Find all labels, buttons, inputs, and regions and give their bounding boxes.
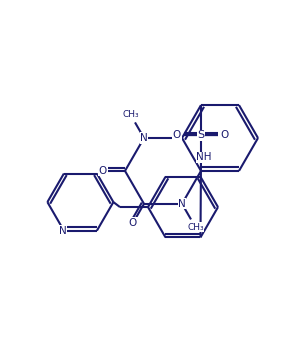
Text: O: O [129,218,137,228]
Text: N: N [59,226,67,236]
Text: NH: NH [196,152,212,162]
Text: N: N [178,199,186,209]
Text: O: O [221,130,229,140]
Text: O: O [173,130,181,140]
Text: N: N [140,133,148,143]
Text: O: O [99,166,107,176]
Text: CH₃: CH₃ [187,223,204,232]
Text: S: S [198,130,205,140]
Text: CH₃: CH₃ [122,110,139,119]
